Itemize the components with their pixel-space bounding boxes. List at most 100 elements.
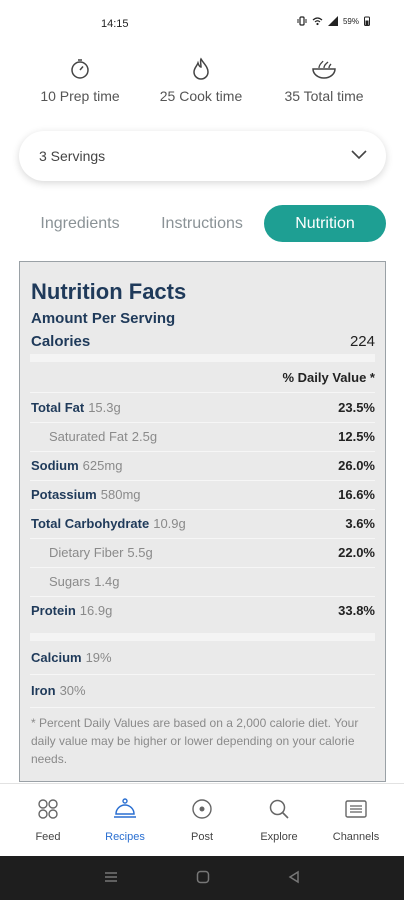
divider [30, 567, 375, 568]
cook-time: 25 Cook time [141, 56, 261, 104]
nutrient-row-total-carbohydrate: Total Carbohydrate 10.9g 3.6% [20, 510, 385, 539]
amount-per-serving: Amount Per Serving [31, 310, 176, 327]
recipes-icon [90, 796, 160, 822]
nutrition-facts-panel: Nutrition Facts Amount Per Serving Calor… [19, 261, 386, 782]
nutrient-row-protein: Protein 16.9g 33.8% [20, 597, 385, 626]
nutrient-amount: 1.4g [94, 574, 120, 589]
post-icon [167, 796, 237, 822]
nutrient-name: Iron [31, 683, 56, 698]
nutrient-amount: 580mg [100, 487, 141, 502]
nav-post[interactable]: Post [167, 796, 237, 843]
nutrient-percent: 3.6% [345, 516, 375, 531]
nutrient-percent: 33.8% [338, 603, 375, 618]
nav-feed[interactable]: Feed [13, 796, 83, 843]
nutrient-row-potassium: Potassium 580mg 16.6% [20, 481, 385, 510]
bottom-nav: Feed Recipes Post Explore Channels [0, 783, 404, 855]
nav-label: Post [190, 831, 213, 843]
divider [30, 707, 375, 708]
nutrient-name: Potassium [31, 487, 97, 502]
nav-label: Recipes [105, 831, 145, 843]
chevron-down-icon [351, 150, 367, 160]
recipe-tabs: Ingredients Instructions Nutrition [0, 205, 404, 243]
nutrient-row-iron: Iron 30% [20, 675, 385, 705]
total-time: 35 Total time [264, 56, 384, 104]
divider [30, 451, 375, 452]
explore-icon [244, 796, 314, 822]
nutrient-amount: 625mg [82, 458, 123, 473]
tab-nutrition[interactable]: Nutrition [264, 205, 386, 242]
nutrient-name: Sugars [49, 574, 91, 589]
divider [30, 596, 375, 597]
bowl-icon [264, 56, 384, 82]
calories-label: Calories [31, 333, 91, 350]
nav-label: Explore [260, 831, 298, 843]
status-bar: 14:15 59% [0, 0, 404, 50]
signal-icon [327, 16, 338, 26]
status-icons: 59% [297, 16, 370, 26]
nutrition-facts-title: Nutrition Facts [31, 279, 187, 304]
nutrient-row-total-fat: Total Fat 15.3g 23.5% [20, 394, 385, 423]
nutrient-amount: 5.5g [127, 545, 153, 560]
nutrient-percent: 22.0% [338, 545, 375, 560]
home-icon[interactable] [196, 870, 210, 884]
nav-explore[interactable]: Explore [244, 796, 314, 843]
nutrient-row-sugars: Sugars 1.4g [20, 568, 385, 597]
status-time: 14:15 [101, 18, 129, 30]
channels-icon [321, 796, 391, 822]
system-nav-bar [0, 856, 404, 900]
nutrient-name: Dietary Fiber [49, 545, 124, 560]
nutrient-name: Protein [31, 603, 76, 618]
battery-text: 59% [342, 16, 359, 26]
cook-time-label: 25 Cook time [159, 88, 243, 104]
nutrient-percent: 16.6% [338, 487, 375, 502]
flame-icon [141, 56, 261, 82]
back-icon[interactable] [287, 870, 301, 884]
divider [30, 354, 375, 362]
feed-icon [13, 796, 83, 822]
nutrient-row-calcium: Calcium 19% [20, 642, 385, 672]
nav-label: Feed [35, 831, 61, 843]
servings-value: 3 Servings [39, 148, 106, 164]
nutrient-row-saturated-fat: Saturated Fat 2.5g 12.5% [20, 423, 385, 452]
nutrient-name: Total Fat [31, 400, 85, 415]
recipe-times: 10 Prep time 25 Cook time 35 Total time [0, 56, 404, 116]
daily-value-header: % Daily Value * [282, 370, 376, 385]
nutrient-percent: 23.5% [338, 400, 375, 415]
divider [30, 392, 375, 393]
divider [30, 538, 375, 539]
nutrient-name: Calcium [31, 650, 82, 665]
daily-value-footnote: * Percent Daily Values are based on a 2,… [31, 716, 359, 766]
divider [30, 480, 375, 481]
tab-instructions[interactable]: Instructions [161, 215, 243, 232]
battery-icon [364, 16, 370, 26]
nutrient-amount: 16.9g [79, 603, 113, 618]
divider [30, 509, 375, 510]
nutrient-name: Sodium [31, 458, 79, 473]
nutrient-amount: 10.9g [153, 516, 186, 531]
timer-icon [20, 56, 140, 82]
nutrient-percent: 12.5% [338, 429, 375, 444]
divider [30, 633, 375, 641]
calories-value: 224 [349, 333, 375, 350]
vibrate-icon [297, 16, 307, 26]
prep-time: 10 Prep time [20, 56, 140, 104]
nutrient-name: Total Carbohydrate [31, 516, 150, 531]
nutrient-name: Saturated Fat [49, 429, 128, 444]
nutrient-row-dietary-fiber: Dietary Fiber 5.5g 22.0% [20, 539, 385, 568]
total-time-label: 35 Total time [284, 88, 364, 104]
nav-label: Channels [332, 831, 380, 843]
nav-recipes[interactable]: Recipes [90, 796, 160, 843]
nutrient-amount: 30% [59, 683, 86, 698]
prep-time-label: 10 Prep time [40, 88, 120, 104]
nutrient-row-sodium: Sodium 625mg 26.0% [20, 452, 385, 481]
divider [30, 422, 375, 423]
menu-icon[interactable] [104, 870, 118, 884]
servings-dropdown[interactable]: 3 Servings [19, 131, 386, 181]
divider [30, 674, 375, 675]
wifi-icon [312, 17, 323, 26]
nutrient-amount: 2.5g [131, 429, 158, 444]
nutrient-amount: 19% [85, 650, 112, 665]
tab-ingredients[interactable]: Ingredients [40, 215, 120, 232]
nav-channels[interactable]: Channels [321, 796, 391, 843]
nutrient-amount: 15.3g [88, 400, 121, 415]
